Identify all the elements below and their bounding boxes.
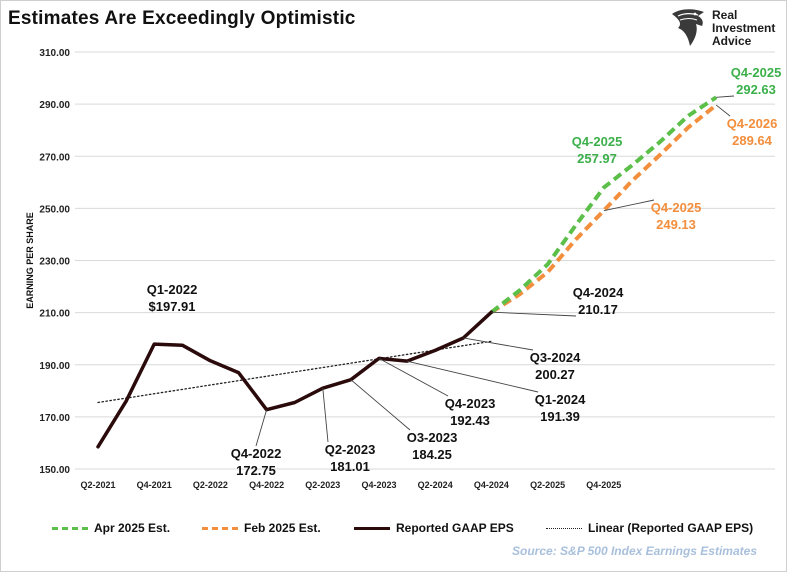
legend-label-reported: Reported GAAP EPS: [396, 521, 514, 535]
annotation-label: Q4-2026: [727, 116, 778, 131]
chart-title: Estimates Are Exceedingly Optimistic: [8, 8, 356, 29]
series-linear-trend: [97, 340, 493, 404]
legend-swatch-feb: [202, 526, 238, 530]
annotation-leader: [322, 388, 329, 443]
legend-label-apr: Apr 2025 Est.: [94, 521, 171, 535]
annotation-leader: [406, 360, 539, 393]
y-tick-label: 230.00: [39, 257, 70, 268]
brand-logo: Real Investment Advice: [668, 6, 783, 54]
legend-item-apr: Apr 2025 Est.: [52, 519, 170, 537]
x-tick-label: Q2-2024: [418, 480, 453, 490]
annotation-label: Q1-2022: [147, 282, 198, 297]
annotation-label: O3-2023: [407, 430, 458, 445]
series-feb-2025-est: [490, 103, 718, 314]
annotation-label: 181.01: [330, 459, 370, 474]
legend-item-feb: Feb 2025 Est.: [202, 519, 321, 537]
series-apr-2025-est: [490, 95, 718, 314]
legend-item-linear: Linear (Reported GAAP EPS): [546, 519, 753, 537]
annotation-leader: [715, 104, 731, 117]
annotation-label: $197.91: [149, 299, 196, 314]
annotation-label: 289.64: [732, 133, 773, 148]
annotation-label: Q4-2025: [572, 134, 623, 149]
legend-label-feb: Feb 2025 Est.: [244, 521, 321, 535]
annotation-label: 257.97: [577, 151, 617, 166]
y-tick-label: 290.00: [39, 100, 70, 111]
x-tick-label: Q4-2025: [586, 480, 621, 490]
annotation-label: 210.17: [578, 302, 618, 317]
y-tick-label: 310.00: [39, 48, 70, 59]
x-tick-label: Q4-2023: [361, 480, 396, 490]
legend-swatch-linear: [546, 527, 582, 529]
y-tick-label: 170.00: [39, 413, 70, 424]
y-tick-label: 210.00: [39, 309, 70, 320]
annotation-label: Q2-2023: [325, 442, 376, 457]
annotation-label: 192.43: [450, 413, 490, 428]
annotation-leader: [255, 409, 268, 447]
annotation-leader: [350, 379, 411, 431]
annotation-label: Q4-2025: [651, 200, 702, 215]
annotation-label: Q4-2024: [573, 285, 624, 300]
logo-line-2: Investment: [712, 21, 776, 35]
annotation-label: 200.27: [535, 367, 575, 382]
annotation-label: 191.39: [540, 409, 580, 424]
annotation-label: Q1-2024: [535, 392, 586, 407]
x-tick-label: Q4-2022: [249, 480, 284, 490]
x-tick-label: Q4-2021: [137, 480, 172, 490]
legend-label-linear: Linear (Reported GAAP EPS): [588, 521, 754, 535]
legend-item-reported: Reported GAAP EPS: [354, 519, 514, 537]
y-tick-label: 150.00: [39, 465, 70, 476]
x-tick-label: Q2-2025: [530, 480, 565, 490]
eps-line-chart: 150.00 170.00 190.00 210.00 230.00 250.00 270.…: [25, 48, 782, 490]
annotation-label: 172.75: [236, 463, 276, 478]
source-note: Source: S&P 500 Index Earnings Estimates: [512, 544, 757, 558]
annotation-leader: [603, 199, 655, 212]
annotation-leader: [716, 95, 735, 98]
annotation-label: 249.13: [656, 217, 696, 232]
y-tick-label: 270.00: [39, 152, 70, 163]
legend-swatch-reported: [354, 526, 390, 530]
y-axis-label: EARNING PER SHARE: [25, 212, 35, 309]
series-reported-gaap-eps: [96, 310, 494, 449]
annotation-label: Q3-2024: [530, 350, 581, 365]
logo-line-3: Advice: [712, 34, 752, 48]
x-tick-label: Q4-2024: [474, 480, 509, 490]
annotation-label: Q4-2022: [231, 446, 282, 461]
eagle-icon: [672, 9, 704, 46]
logo-line-1: Real: [712, 8, 738, 22]
annotation-label: 184.25: [412, 447, 452, 462]
annotation-label: Q4-2025: [731, 65, 782, 80]
x-tick-label: Q2-2021: [80, 480, 115, 490]
legend-swatch-apr: [52, 526, 88, 530]
annotation-leader: [491, 311, 577, 317]
annotation-leader: [378, 358, 449, 397]
annotation-label: 292.63: [736, 82, 776, 97]
chart-legend: Apr 2025 Est. Feb 2025 Est. Reported GAA…: [52, 519, 772, 537]
y-tick-label: 250.00: [39, 204, 70, 215]
x-tick-label: Q2-2022: [193, 480, 228, 490]
y-tick-label: 190.00: [39, 361, 70, 372]
annotation-leader: [463, 337, 534, 351]
x-tick-label: Q2-2023: [305, 480, 340, 490]
annotation-label: Q4-2023: [445, 396, 496, 411]
